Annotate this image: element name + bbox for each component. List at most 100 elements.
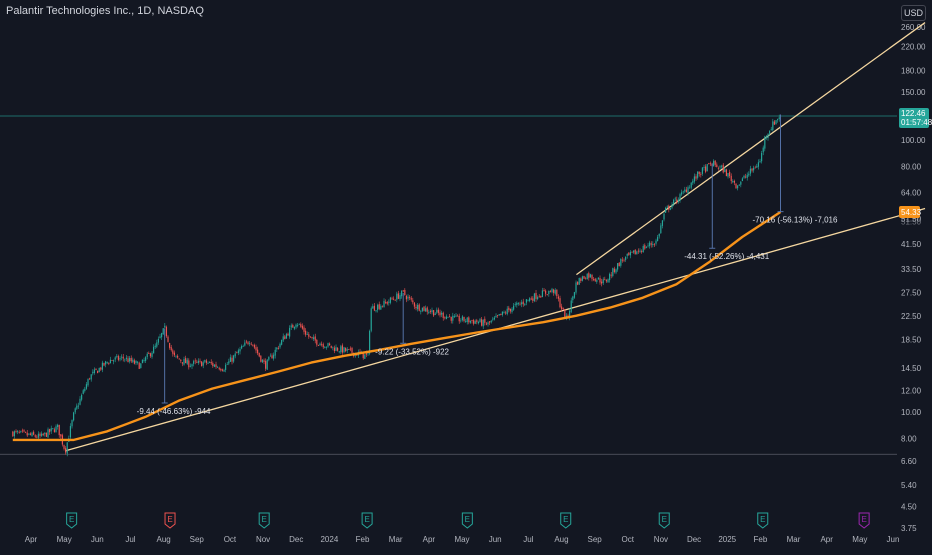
candle <box>527 299 529 302</box>
candle-body <box>23 430 25 432</box>
measure-label: -9.22 (-33.52%) -922 <box>375 347 449 356</box>
candle-body <box>719 166 721 168</box>
measure-label: -70.16 (-56.13%) -7,016 <box>753 216 838 225</box>
candle-body <box>615 269 617 273</box>
earnings-marker[interactable]: E <box>258 512 270 529</box>
ma-value: 54.33 <box>901 208 922 217</box>
candle <box>577 281 579 286</box>
x-tick-label: Jul <box>125 535 135 544</box>
candle-body <box>620 258 622 266</box>
candle-body <box>594 278 596 282</box>
earnings-marker[interactable]: E <box>757 512 769 529</box>
candle-body <box>468 317 470 323</box>
candle <box>697 171 699 180</box>
candle-body <box>218 368 220 370</box>
candle-body <box>597 277 600 280</box>
candle-body <box>540 296 542 298</box>
candle <box>79 396 81 406</box>
candle <box>148 351 150 354</box>
candle-body <box>199 360 201 362</box>
earnings-marker[interactable]: E <box>66 512 78 529</box>
candle <box>772 118 774 132</box>
candle-body <box>628 252 630 255</box>
candle <box>506 306 508 316</box>
candle-body <box>503 312 505 313</box>
earnings-letter: E <box>563 515 568 524</box>
candle-body <box>157 338 160 343</box>
candle <box>541 287 544 298</box>
candle <box>201 361 203 367</box>
candle-body <box>185 358 187 364</box>
candle <box>737 184 739 191</box>
earnings-marker[interactable]: E <box>361 512 373 529</box>
candle <box>569 308 571 321</box>
candle <box>298 323 300 326</box>
candle-body <box>461 316 464 321</box>
candle <box>495 313 497 318</box>
candle-body <box>343 347 345 353</box>
candle <box>393 296 395 301</box>
candle-body <box>421 307 424 311</box>
currency-button[interactable]: USD <box>901 5 926 21</box>
candle-body <box>266 359 268 370</box>
candle <box>66 442 68 457</box>
earnings-marker[interactable]: E <box>560 512 572 529</box>
candle-body <box>705 166 707 172</box>
candle <box>452 312 454 324</box>
candle-body <box>292 324 294 328</box>
candle-body <box>225 364 227 370</box>
candle-body <box>141 359 144 364</box>
candle <box>756 163 758 168</box>
candle <box>377 303 379 313</box>
candle <box>412 297 414 305</box>
earnings-marker[interactable]: E <box>164 512 176 529</box>
candle <box>135 360 137 366</box>
candle-body <box>383 300 385 308</box>
candle-body <box>572 296 574 301</box>
x-tick-label: Jun <box>489 535 502 544</box>
candle-body <box>165 326 168 337</box>
candle-body <box>173 352 176 356</box>
candle <box>108 362 110 366</box>
earnings-marker[interactable]: E <box>658 512 670 529</box>
candle <box>109 356 112 364</box>
candle <box>257 346 259 356</box>
candle-body <box>621 259 624 261</box>
candle <box>481 317 483 327</box>
candle-body <box>261 359 264 363</box>
candle <box>210 359 212 365</box>
candle <box>740 180 742 188</box>
candle <box>601 278 603 287</box>
candle-body <box>76 405 78 409</box>
earnings-badge <box>858 512 870 529</box>
candle-body <box>151 352 153 357</box>
candle <box>471 319 473 324</box>
candle <box>479 317 481 323</box>
candle-body <box>191 364 193 367</box>
candle-body <box>636 251 638 255</box>
y-tick-label: 3.75 <box>901 524 917 533</box>
y-tick-label: 10.00 <box>901 408 922 417</box>
earnings-marker[interactable]: E <box>858 512 870 529</box>
candle <box>380 304 382 310</box>
candle-body <box>569 311 571 318</box>
candle-body <box>39 433 41 436</box>
candle <box>181 362 184 367</box>
earnings-marker[interactable]: E <box>461 512 473 529</box>
candle <box>281 339 283 346</box>
candle-body <box>407 296 409 299</box>
candle <box>557 294 560 302</box>
candle <box>260 355 262 363</box>
y-tick-label: 12.00 <box>901 387 922 396</box>
candle-body <box>231 357 233 362</box>
candle <box>564 308 566 319</box>
candle-body <box>537 297 539 300</box>
candle-body <box>418 304 420 311</box>
candle-body <box>570 300 572 312</box>
candle-body <box>314 336 316 341</box>
candle <box>141 359 144 364</box>
candle-body <box>732 180 734 183</box>
candle <box>465 318 467 323</box>
